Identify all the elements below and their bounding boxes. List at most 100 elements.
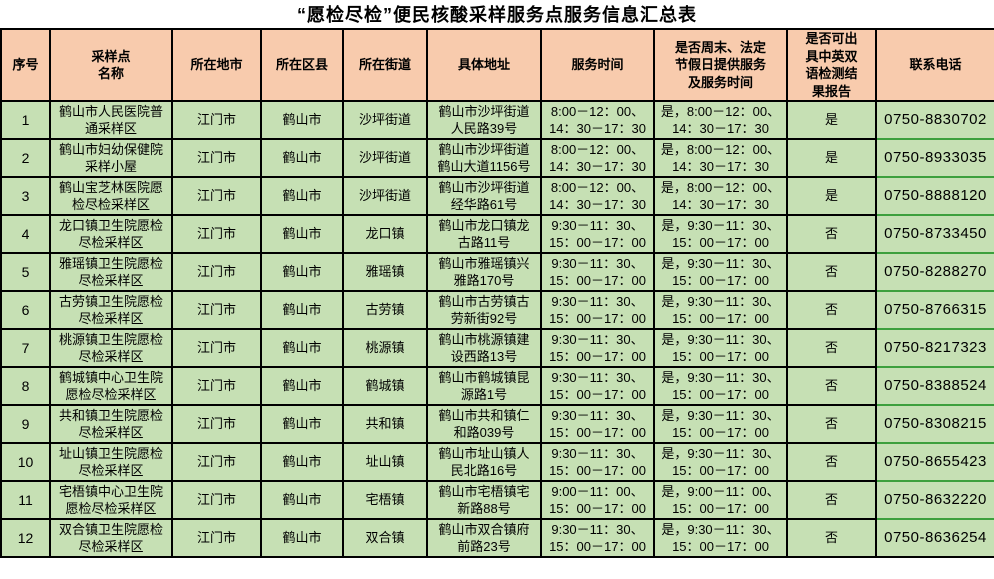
cell-phone: 0750-8636254: [875, 518, 994, 559]
cell-county: 鹤山市: [260, 100, 344, 141]
cell-address: 鹤山市沙坪街道 人民路39号: [426, 100, 542, 141]
cell-hours: 9:30－11：30、 15：00－17：00: [540, 366, 655, 407]
cell-no: 12: [0, 518, 51, 559]
cell-weekend: 是，9:30－11：30、 15：00－17：00: [653, 252, 788, 293]
cell-address: 鹤山市沙坪街道 鹤山大道1156号: [426, 138, 542, 179]
cell-street: 古劳镇: [342, 290, 428, 331]
table-row: 11 宅梧镇中心卫生院 愿检尽检采样区 江门市 鹤山市 宅梧镇 鹤山市宅梧镇宅 新路88号…: [0, 480, 994, 521]
cell-no: 2: [0, 138, 51, 179]
cell-no: 9: [0, 404, 51, 445]
cell-hours: 9:30－11：30、 15：00－17：00: [540, 252, 655, 293]
header-row: 序号 采样点 名称 所在地市 所在区县 所在街道 具体地址 服务时间 是否周末、法定 节假日提…: [0, 27, 994, 103]
cell-county: 鹤山市: [260, 518, 344, 559]
cell-phone: 0750-8830702: [875, 100, 994, 141]
cell-address: 鹤山市雅瑶镇兴 雅路170号: [426, 252, 542, 293]
cell-weekend: 是，9:30－11：30、 15：00－17：00: [653, 404, 788, 445]
cell-no: 4: [0, 214, 51, 255]
page-title: “愿检尽检”便民核酸采样服务点服务信息汇总表: [297, 5, 697, 25]
cell-bilingual: 否: [786, 214, 877, 255]
cell-no: 11: [0, 480, 51, 521]
cell-no: 1: [0, 100, 51, 141]
cell-name: 址山镇卫生院愿检 尽检采样区: [49, 442, 173, 483]
cell-bilingual: 否: [786, 290, 877, 331]
cell-hours: 8:00－12：00、 14：30－17：30: [540, 176, 655, 217]
cell-city: 江门市: [171, 518, 262, 559]
table-row: 5 雅瑶镇卫生院愿检 尽检采样区 江门市 鹤山市 雅瑶镇 鹤山市雅瑶镇兴 雅路170号 9:…: [0, 252, 994, 293]
cell-city: 江门市: [171, 290, 262, 331]
cell-bilingual: 是: [786, 176, 877, 217]
cell-bilingual: 否: [786, 442, 877, 483]
cell-name: 宅梧镇中心卫生院 愿检尽检采样区: [49, 480, 173, 521]
cell-city: 江门市: [171, 176, 262, 217]
cell-county: 鹤山市: [260, 404, 344, 445]
cell-no: 6: [0, 290, 51, 331]
cell-street: 沙坪街道: [342, 138, 428, 179]
cell-address: 鹤山市双合镇府 前路23号: [426, 518, 542, 559]
col-header-hours: 服务时间: [540, 27, 655, 103]
cell-city: 江门市: [171, 100, 262, 141]
cell-bilingual: 是: [786, 138, 877, 179]
cell-county: 鹤山市: [260, 176, 344, 217]
cell-street: 双合镇: [342, 518, 428, 559]
cell-street: 共和镇: [342, 404, 428, 445]
cell-street: 址山镇: [342, 442, 428, 483]
cell-weekend: 是，9:30－11：30、 15：00－17：00: [653, 328, 788, 369]
cell-phone: 0750-8288270: [875, 252, 994, 293]
cell-name: 鹤城镇中心卫生院 愿检尽检采样区: [49, 366, 173, 407]
cell-name: 鹤山市人民医院普 通采样区: [49, 100, 173, 141]
cell-street: 宅梧镇: [342, 480, 428, 521]
cell-hours: 9:30－11：30、 15：00－17：00: [540, 290, 655, 331]
cell-county: 鹤山市: [260, 290, 344, 331]
cell-phone: 0750-8933035: [875, 138, 994, 179]
cell-hours: 9:30－11：30、 15：00－17：00: [540, 328, 655, 369]
cell-county: 鹤山市: [260, 252, 344, 293]
cell-city: 江门市: [171, 366, 262, 407]
cell-county: 鹤山市: [260, 480, 344, 521]
col-header-no: 序号: [0, 27, 51, 103]
table-row: 12 双合镇卫生院愿检 尽检采样区 江门市 鹤山市 双合镇 鹤山市双合镇府 前路23号 9:…: [0, 518, 994, 559]
col-header-street: 所在街道: [342, 27, 428, 103]
col-header-county: 所在区县: [260, 27, 344, 103]
cell-bilingual: 否: [786, 366, 877, 407]
cell-street: 沙坪街道: [342, 176, 428, 217]
col-header-phone: 联系电话: [875, 27, 994, 103]
cell-weekend: 是，9:30－11：30、 15：00－17：00: [653, 366, 788, 407]
cell-name: 鹤山市妇幼保健院 采样小屋: [49, 138, 173, 179]
cell-no: 5: [0, 252, 51, 293]
cell-bilingual: 否: [786, 252, 877, 293]
cell-name: 共和镇卫生院愿检 尽检采样区: [49, 404, 173, 445]
cell-bilingual: 否: [786, 480, 877, 521]
cell-hours: 9:30－11：30、 15：00－17：00: [540, 518, 655, 559]
cell-no: 8: [0, 366, 51, 407]
table-row: 8 鹤城镇中心卫生院 愿检尽检采样区 江门市 鹤山市 鹤城镇 鹤山市鹤城镇昆 源路1号 9:…: [0, 366, 994, 407]
cell-bilingual: 否: [786, 328, 877, 369]
cell-phone: 0750-8632220: [875, 480, 994, 521]
table-row: 7 桃源镇卫生院愿检 尽检采样区 江门市 鹤山市 桃源镇 鹤山市桃源镇建 设西路13号 9:…: [0, 328, 994, 369]
cell-no: 7: [0, 328, 51, 369]
table-row: 3 鹤山宝芝林医院愿 检尽检采样区 江门市 鹤山市 沙坪街道 鹤山市沙坪街道 经华路61号…: [0, 176, 994, 217]
cell-phone: 0750-8217323: [875, 328, 994, 369]
cell-name: 雅瑶镇卫生院愿检 尽检采样区: [49, 252, 173, 293]
cell-county: 鹤山市: [260, 214, 344, 255]
cell-name: 龙口镇卫生院愿检 尽检采样区: [49, 214, 173, 255]
col-header-name: 采样点 名称: [49, 27, 173, 103]
cell-no: 10: [0, 442, 51, 483]
cell-phone: 0750-8655423: [875, 442, 994, 483]
table-row: 6 古劳镇卫生院愿检 尽检采样区 江门市 鹤山市 古劳镇 鹤山市古劳镇古 劳新街92号 9:…: [0, 290, 994, 331]
cell-phone: 0750-8308215: [875, 404, 994, 445]
cell-phone: 0750-8888120: [875, 176, 994, 217]
cell-weekend: 是，9:00－11：00、 15：00－17：00: [653, 480, 788, 521]
cell-street: 沙坪街道: [342, 100, 428, 141]
cell-address: 鹤山市址山镇人 民北路16号: [426, 442, 542, 483]
cell-weekend: 是，8:00－12：00、 14：30－17：30: [653, 100, 788, 141]
cell-phone: 0750-8388524: [875, 366, 994, 407]
cell-phone: 0750-8766315: [875, 290, 994, 331]
cell-county: 鹤山市: [260, 138, 344, 179]
cell-city: 江门市: [171, 214, 262, 255]
cell-address: 鹤山市沙坪街道 经华路61号: [426, 176, 542, 217]
cell-address: 鹤山市共和镇仁 和路039号: [426, 404, 542, 445]
table-row: 10 址山镇卫生院愿检 尽检采样区 江门市 鹤山市 址山镇 鹤山市址山镇人 民北路16号 9…: [0, 442, 994, 483]
cell-county: 鹤山市: [260, 442, 344, 483]
cell-hours: 8:00－12：00、 14：30－17：30: [540, 138, 655, 179]
cell-hours: 9:30－11：30、 15：00－17：00: [540, 442, 655, 483]
